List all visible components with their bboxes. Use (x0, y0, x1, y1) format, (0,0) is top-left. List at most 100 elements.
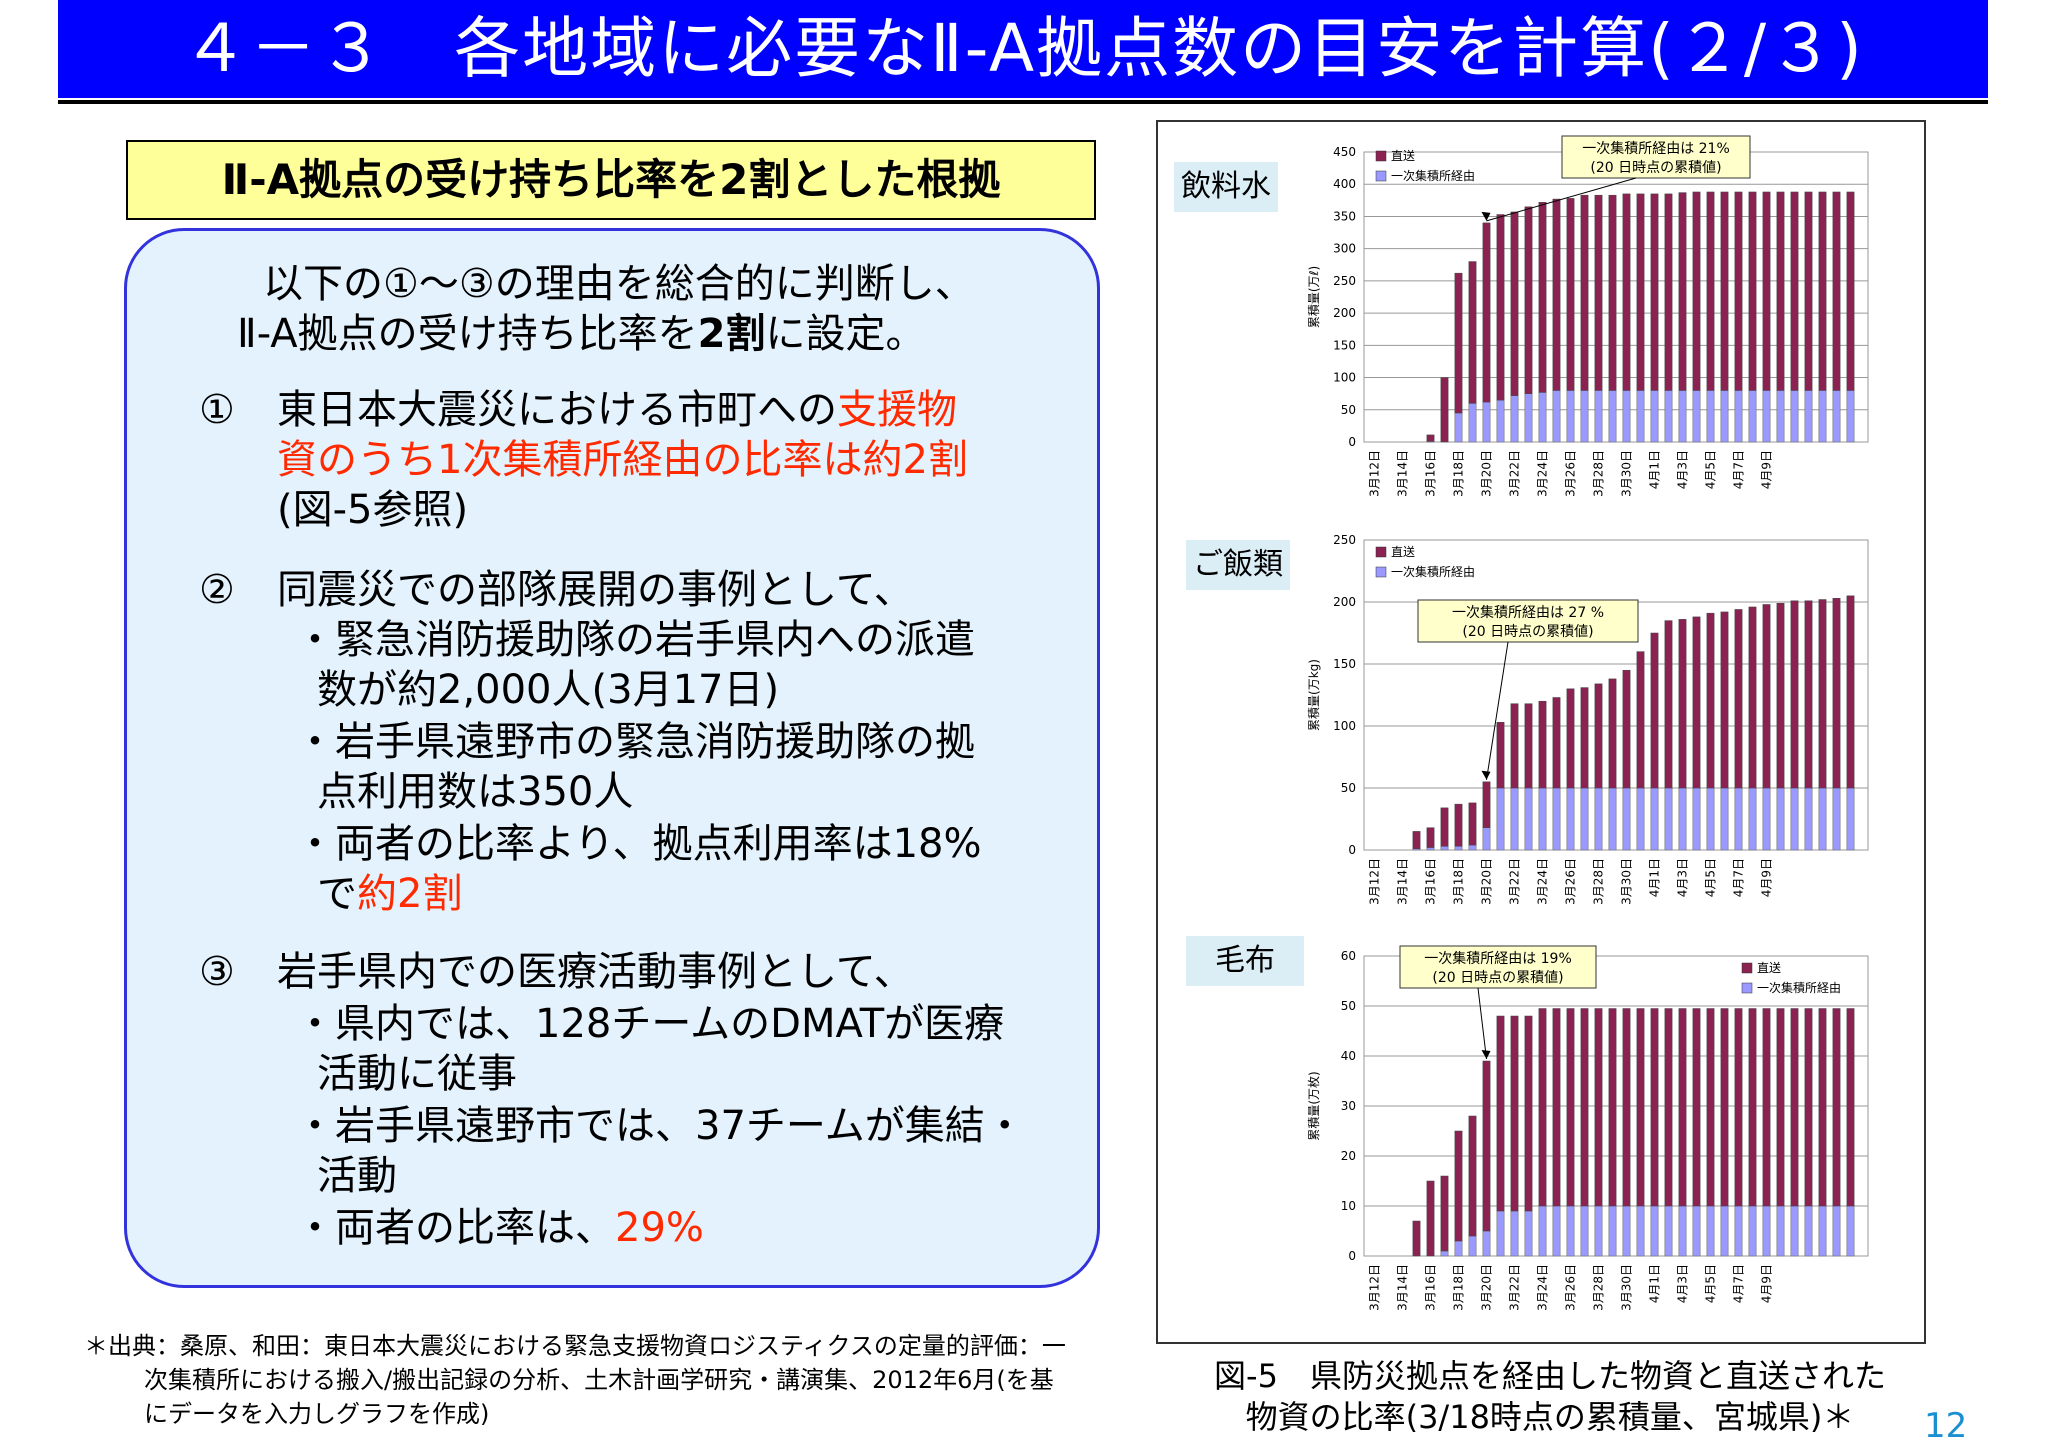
bar-direct-31 (1804, 191, 1813, 391)
annotation-line-1: 一次集積所経由は 21% (1582, 140, 1730, 157)
x-tick-label: 4月1日 (1648, 450, 1662, 489)
bar-direct-13 (1552, 198, 1561, 391)
bar-via-31 (1804, 1205, 1813, 1257)
bar-via-13 (1552, 390, 1561, 443)
x-tick-label: 3月30日 (1620, 1264, 1634, 1311)
bar-direct-30 (1790, 191, 1799, 391)
legend-swatch (1375, 546, 1387, 558)
bar-direct-20 (1650, 193, 1659, 391)
bar-direct-7 (1468, 261, 1477, 404)
chart-label-rice: ご飯類 (1186, 540, 1290, 590)
annotation-box (1399, 945, 1597, 989)
x-tick-label: 3月20日 (1480, 858, 1494, 905)
y-tick-label: 150 (1333, 657, 1356, 671)
y-tick-label: 60 (1341, 949, 1356, 963)
bar-direct-8 (1482, 222, 1491, 403)
title-divider (58, 100, 1988, 104)
bar-via-18 (1622, 787, 1631, 851)
bar-via-32 (1818, 390, 1827, 443)
bar-direct-5 (1440, 377, 1449, 443)
bar-via-21 (1664, 1205, 1673, 1257)
bar-via-5 (1440, 846, 1449, 851)
bar-via-22 (1678, 1205, 1687, 1257)
bar-direct-21 (1664, 620, 1673, 789)
bar-via-34 (1846, 787, 1855, 851)
x-tick-label: 4月7日 (1732, 1264, 1746, 1303)
chart-rice: 0 50 100 150 200 250 累積量(万kg) 3月12日 3月14日 3月16日 3月… (1306, 533, 1869, 905)
x-tick-label: 3月30日 (1620, 450, 1634, 497)
section-subtitle: Ⅱ-A拠点の受け持ち比率を2割とした根拠 (126, 140, 1096, 220)
chart-label-drinking-water: 飲料水 (1174, 162, 1278, 212)
bar-via-27 (1748, 1205, 1757, 1257)
x-tick-label: 4月5日 (1704, 450, 1718, 489)
bar-direct-9 (1496, 214, 1505, 401)
bar-direct-21 (1664, 193, 1673, 391)
reason-2-number: ② (199, 567, 235, 613)
bar-direct-30 (1790, 1008, 1799, 1207)
bar-via-28 (1762, 390, 1771, 443)
bar-direct-22 (1678, 619, 1687, 789)
bar-via-11 (1524, 393, 1533, 443)
intro-line-2: Ⅱ-A拠点の受け持ち比率を2割に設定。 (237, 309, 925, 359)
bar-via-20 (1650, 1205, 1659, 1257)
bar-direct-24 (1706, 191, 1715, 391)
bar-via-11 (1524, 787, 1533, 851)
x-tick-label: 4月5日 (1704, 1264, 1718, 1303)
x-tick-label: 3月12日 (1368, 450, 1382, 497)
bar-via-26 (1734, 1205, 1743, 1257)
bar-direct-5 (1440, 807, 1449, 847)
y-tick-label: 20 (1341, 1149, 1356, 1163)
bar-direct-18 (1622, 193, 1631, 391)
bar-direct-19 (1636, 651, 1645, 789)
bar-via-5 (1440, 1250, 1449, 1257)
y-axis-label: 累積量(万ℓ) (1306, 266, 1321, 328)
bar-via-4 (1426, 847, 1435, 851)
bar-direct-28 (1762, 191, 1771, 391)
bar-via-16 (1594, 787, 1603, 851)
bar-direct-12 (1538, 700, 1547, 789)
x-tick-label: 3月20日 (1480, 450, 1494, 497)
bar-direct-21 (1664, 1008, 1673, 1207)
bar-direct-31 (1804, 600, 1813, 789)
x-tick-label: 4月7日 (1732, 450, 1746, 489)
reason-1-number: ① (199, 387, 235, 433)
bar-direct-33 (1832, 598, 1841, 789)
figure-caption-line-2: 物資の比率(3/18時点の累積量、宮城県)＊ (1245, 1398, 1855, 1436)
bar-direct-6 (1454, 803, 1463, 847)
bar-direct-14 (1566, 198, 1575, 391)
bar-direct-23 (1692, 616, 1701, 789)
bar-direct-34 (1846, 191, 1855, 391)
bar-via-10 (1510, 787, 1519, 851)
footnote-line-3: にデータを入力しグラフを作成) (144, 1400, 490, 1428)
bar-via-19 (1636, 1205, 1645, 1257)
bar-via-25 (1720, 390, 1729, 443)
bar-direct-12 (1538, 202, 1547, 393)
annotation-box (1417, 599, 1639, 643)
bar-direct-31 (1804, 1008, 1813, 1207)
annotation-line-1: 一次集積所経由は 27 % (1452, 604, 1604, 621)
y-tick-label: 450 (1333, 145, 1356, 159)
bar-via-9 (1496, 787, 1505, 851)
bar-via-18 (1622, 390, 1631, 443)
bar-direct-24 (1706, 612, 1715, 789)
bar-direct-10 (1510, 703, 1519, 789)
legend-swatch (1741, 962, 1753, 974)
reason-3-conclusion-text: ・両者の比率は、 (295, 1205, 615, 1251)
reason-1-highlight-a: 支援物 (837, 387, 957, 433)
bar-via-8 (1482, 827, 1491, 851)
x-tick-label: 3月26日 (1564, 1264, 1578, 1311)
bar-direct-20 (1650, 1008, 1659, 1207)
bar-via-13 (1552, 1205, 1561, 1257)
x-tick-label: 4月9日 (1760, 858, 1774, 897)
bar-direct-32 (1818, 1008, 1827, 1207)
bar-direct-19 (1636, 193, 1645, 391)
annotation-arrow (1477, 987, 1487, 1060)
x-tick-label: 4月9日 (1760, 1264, 1774, 1303)
bar-via-24 (1706, 787, 1715, 851)
bar-direct-16 (1594, 194, 1603, 391)
y-tick-label: 100 (1333, 719, 1356, 733)
reason-3-bullet-1b: 活動に従事 (317, 1051, 517, 1097)
bar-via-30 (1790, 787, 1799, 851)
bar-via-34 (1846, 390, 1855, 443)
bar-direct-3 (1412, 831, 1421, 850)
